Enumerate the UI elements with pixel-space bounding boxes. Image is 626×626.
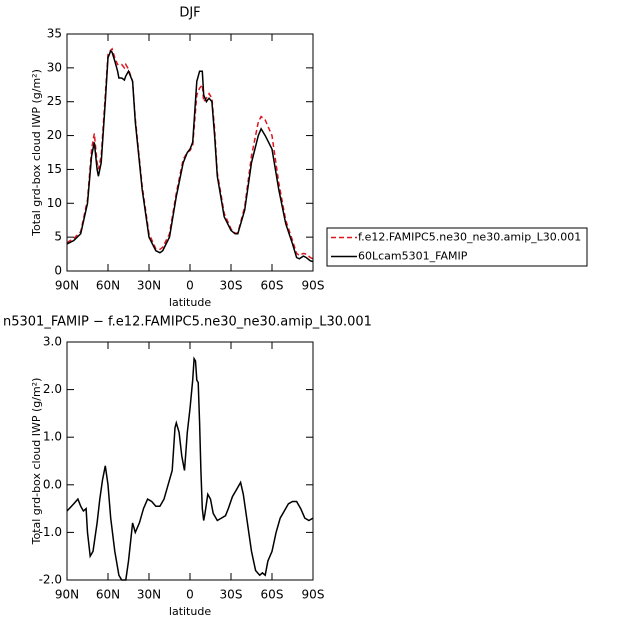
y-tick-label: 3.0 xyxy=(43,335,62,349)
x-tick-label: 0 xyxy=(186,279,194,293)
y-tick-label: 20 xyxy=(47,128,62,142)
legend-label: 60Lcam5301_FAMIP xyxy=(358,250,468,263)
legend-box xyxy=(326,227,588,267)
line-series xyxy=(66,49,314,263)
x-tick-label: 30N xyxy=(137,588,161,602)
chart-title: DJF xyxy=(179,6,200,21)
x-tick-label: 30S xyxy=(220,588,243,602)
x-axis-label: latitude xyxy=(169,605,211,618)
x-tick-label: 90N xyxy=(55,588,79,602)
x-tick-label: 90S xyxy=(302,279,325,293)
x-tick-label: 90N xyxy=(55,279,79,293)
plot-frame xyxy=(66,33,314,272)
x-tick-label: 30S xyxy=(220,279,243,293)
x-tick-label: 60S xyxy=(261,279,284,293)
y-tick-label: 30 xyxy=(47,60,62,74)
y-tick-label: 0.0 xyxy=(43,477,62,491)
x-tick-label: 60N xyxy=(96,588,120,602)
y-tick-label: 15 xyxy=(47,162,62,176)
y-tick-label: 25 xyxy=(47,94,62,108)
y-tick-label: 35 xyxy=(47,27,62,41)
y-tick-label: -2.0 xyxy=(39,573,62,587)
line-series xyxy=(66,356,314,581)
legend-label: f.e12.FAMIPC5.ne30_ne30.amip_L30.001 xyxy=(358,231,581,244)
y-tick-label: 10 xyxy=(47,196,62,210)
x-tick-label: 0 xyxy=(186,588,194,602)
plot-frame xyxy=(66,341,314,581)
y-tick-label: 0 xyxy=(54,264,62,278)
y-tick-label: 1.0 xyxy=(43,430,62,444)
line-series xyxy=(66,47,314,260)
y-tick-label: 2.0 xyxy=(43,382,62,396)
x-tick-label: 60S xyxy=(261,588,284,602)
x-tick-label: 90S xyxy=(302,588,325,602)
y-tick-label: 5 xyxy=(54,230,62,244)
y-axis-label: Total grd-box cloud IWP (g/m²) xyxy=(30,69,43,237)
y-axis-label: Total grd-box cloud IWP (g/m²) xyxy=(30,378,43,546)
x-axis-label: latitude xyxy=(169,296,211,309)
y-tick-label: -1.0 xyxy=(39,525,62,539)
x-tick-label: 30N xyxy=(137,279,161,293)
x-tick-label: 60N xyxy=(96,279,120,293)
chart-title: n5301_FAMIP − f.e12.FAMIPC5.ne30_ne30.am… xyxy=(3,315,372,330)
